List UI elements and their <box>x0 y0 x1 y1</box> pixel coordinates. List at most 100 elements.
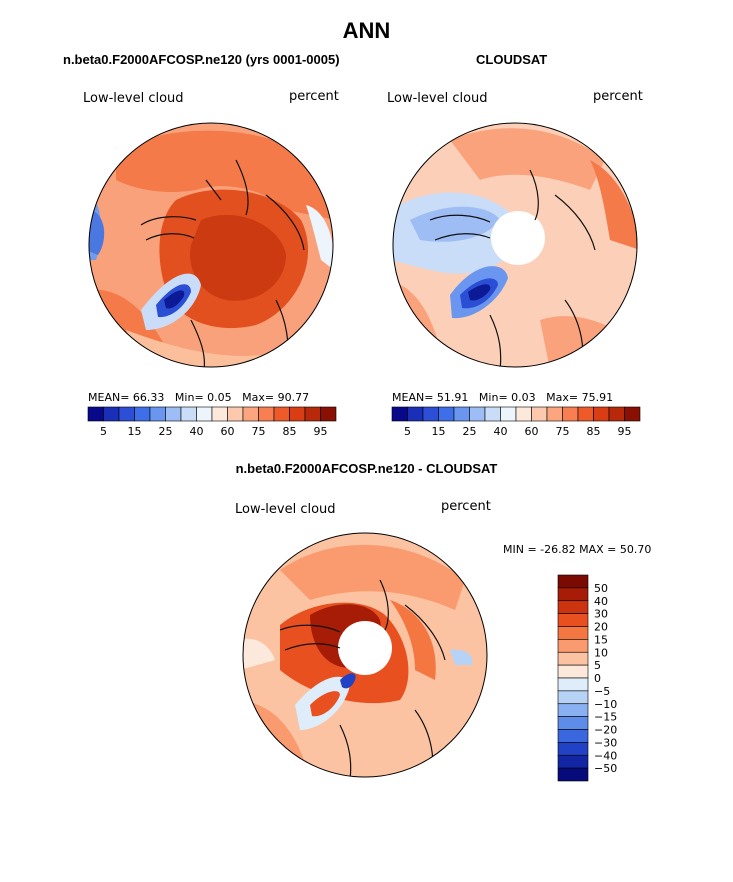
obs-coastlines <box>429 169 596 367</box>
obs-north-atlantic-band <box>450 128 605 190</box>
model-east-light <box>306 205 333 270</box>
diff-colorbar-box <box>557 767 589 782</box>
diff-colorbar-tick-label: −20 <box>594 724 617 737</box>
diff-colorbar-tick-label: 40 <box>594 595 608 608</box>
diff-east-negative <box>450 649 473 665</box>
model-colorbar-box <box>118 406 135 422</box>
model-colorbar-box <box>196 406 213 422</box>
diff-colorbar-box <box>557 587 589 602</box>
model-arctic-core <box>190 214 286 301</box>
obs-colorbar-box <box>422 406 439 422</box>
model-units-label: percent <box>289 89 339 104</box>
diff-colorbar-box <box>557 742 589 756</box>
model-mean-value: 66.33 <box>132 391 165 404</box>
obs-colorbar-tick-label: 60 <box>525 425 539 438</box>
obs-colorbar-box <box>407 406 424 422</box>
obs-colorbar-box <box>453 406 470 422</box>
model-stats: MEAN= 66.33 Min= 0.05 Max= 90.77 <box>88 391 309 404</box>
obs-min-label: Min= <box>478 391 508 404</box>
obs-map-border <box>392 122 638 368</box>
model-colorbar-box <box>134 406 151 422</box>
obs-max-value: 75.91 <box>581 391 614 404</box>
obs-colorbar-tick-label: 40 <box>494 425 508 438</box>
obs-polar-map <box>392 122 638 368</box>
diff-colorbar-tick-label: −15 <box>594 711 617 724</box>
model-map-border <box>88 122 334 368</box>
diff-colorbar-tick-label: −10 <box>594 698 617 711</box>
obs-colorbar-box <box>391 406 408 422</box>
diff-colorbar-box <box>557 600 589 614</box>
model-colorbar-tick-label: 5 <box>100 425 107 438</box>
obs-colorbar-box <box>546 406 563 422</box>
model-colorbar-box <box>103 406 120 422</box>
diff-colorbar-tick-label: −30 <box>594 736 617 749</box>
obs-colorbar-tick-label: 75 <box>556 425 570 438</box>
diff-panel-title: n.beta0.F2000AFCOSP.ne120 - CLOUDSAT <box>235 461 498 476</box>
obs-mean-label: MEAN= <box>392 391 434 404</box>
diff-colorbar-box <box>557 716 589 730</box>
diff-east-positive <box>390 600 436 680</box>
model-colorbar-box <box>211 406 228 422</box>
model-colorbar-box <box>165 406 182 422</box>
model-colorbar-box <box>149 406 166 422</box>
model-colorbar-box <box>180 406 197 422</box>
diff-colorbar-box <box>557 651 589 666</box>
diff-colorbar-tick-label: 15 <box>594 633 608 646</box>
model-colorbar-box <box>87 406 104 422</box>
obs-min-value: 0.03 <box>511 391 536 404</box>
obs-max-label: Max= <box>546 391 579 404</box>
model-greenland-core <box>164 290 185 309</box>
model-min-value: 0.05 <box>207 391 232 404</box>
diff-colorbar-box <box>557 690 589 705</box>
model-max-value: 90.77 <box>277 391 310 404</box>
obs-polar-gap <box>491 211 545 265</box>
obs-colorbar-tick-label: 95 <box>618 425 632 438</box>
model-max-label: Max= <box>242 391 275 404</box>
obs-colorbar-tick-label: 25 <box>463 425 477 438</box>
model-colorbar-tick-label: 85 <box>283 425 297 438</box>
diff-greenland-positive <box>310 691 340 717</box>
diff-colorbar-tick-label: 5 <box>594 659 601 672</box>
diff-polar-gap <box>338 621 392 675</box>
model-mean-label: MEAN= <box>88 391 130 404</box>
model-colorbar: 5 15 25 40 60 75 85 95 <box>87 406 337 438</box>
model-polar-map <box>88 122 334 368</box>
obs-colorbar-box <box>624 406 641 422</box>
model-colorbar-tick-label: 95 <box>314 425 328 438</box>
model-min-label: Min= <box>174 391 204 404</box>
obs-greenland-core <box>468 284 491 301</box>
diff-variable-label: Low-level cloud <box>235 502 336 517</box>
model-colorbar-tick-label: 60 <box>221 425 235 438</box>
obs-colorbar-tick-label: 15 <box>432 425 446 438</box>
obs-colorbar-box <box>500 406 517 422</box>
obs-colorbar-box <box>531 406 548 422</box>
obs-colorbar-box <box>438 406 455 422</box>
obs-colorbar-box <box>608 406 625 422</box>
diff-map-border <box>242 532 488 778</box>
diff-colorbar-tick-label: 30 <box>594 608 608 621</box>
diff-colorbar-box <box>557 626 589 640</box>
diff-west-neutral <box>243 638 275 670</box>
diff-colorbar-box <box>557 754 589 769</box>
diff-colorbar-tick-label: 50 <box>594 582 608 595</box>
diff-colorbar-tick-label: 0 <box>594 672 601 685</box>
obs-colorbar-box <box>593 406 610 422</box>
figure-title: ANN <box>342 18 391 43</box>
obs-colorbar-tick-label: 5 <box>404 425 411 438</box>
obs-colorbar-box <box>577 406 594 422</box>
obs-stats: MEAN= 51.91 Min= 0.03 Max= 75.91 <box>392 391 613 404</box>
diff-colorbar-tick-label: 20 <box>594 621 608 634</box>
obs-colorbar-box <box>515 406 532 422</box>
diff-colorbar-box <box>557 639 589 653</box>
diff-colorbar-box <box>557 574 589 589</box>
model-colorbar-box <box>242 406 259 422</box>
diff-colorbar-tick-label: −40 <box>594 749 617 762</box>
model-variable-label: Low-level cloud <box>83 91 184 106</box>
model-colorbar-tick-label: 15 <box>128 425 142 438</box>
obs-mean-value: 51.91 <box>436 391 469 404</box>
model-colorbar-box <box>304 406 321 422</box>
model-colorbar-box <box>273 406 290 422</box>
diff-colorbar-box <box>557 677 589 692</box>
diff-colorbar-box <box>557 613 589 627</box>
